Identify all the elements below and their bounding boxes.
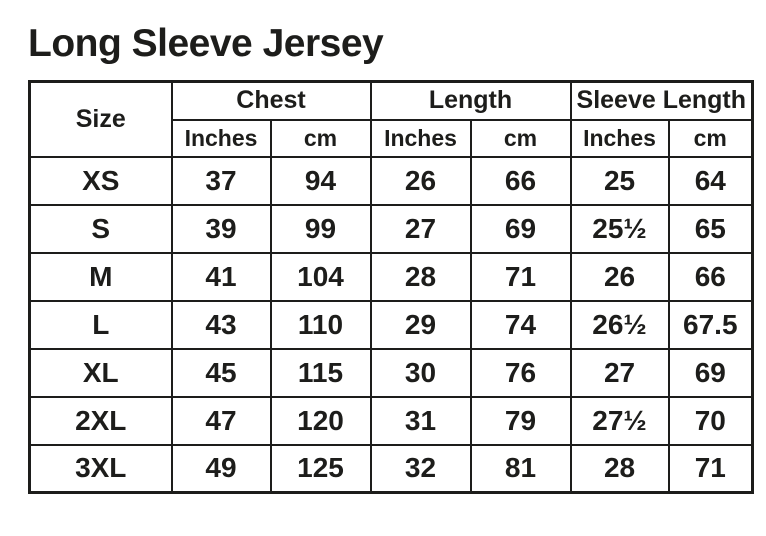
sleeve-cm-cell: 69	[667, 347, 754, 398]
unit-header-sleeve-inches: Inches	[569, 118, 670, 158]
unit-header-chest-inches: Inches	[170, 118, 272, 158]
chest-cm-cell: 110	[269, 299, 372, 350]
sleeve-inches-cell: 26½	[569, 299, 670, 350]
size-cell: XL	[28, 347, 173, 398]
length-inches-cell: 27	[369, 203, 472, 254]
length-cm-cell: 66	[469, 155, 572, 206]
size-chart-table: Size Chest Length Sleeve Length Inches c…	[28, 80, 755, 494]
chest-inches-cell: 45	[170, 347, 272, 398]
length-cm-cell: 71	[469, 251, 572, 302]
size-cell: M	[28, 251, 173, 302]
chest-inches-cell: 37	[170, 155, 272, 206]
chest-cm-cell: 125	[269, 443, 372, 494]
table-row-xs: XS 37 94 26 66 25 64	[28, 155, 754, 206]
length-inches-cell: 32	[369, 443, 472, 494]
table-row-3xl: 3XL 49 125 32 81 28 71	[28, 443, 754, 494]
sleeve-cm-cell: 70	[667, 395, 754, 446]
table-row-m: M 41 104 28 71 26 66	[28, 251, 754, 302]
table-row-xl: XL 45 115 30 76 27 69	[28, 347, 754, 398]
chest-inches-cell: 39	[170, 203, 272, 254]
sleeve-cm-cell: 67.5	[667, 299, 754, 350]
table-row-l: L 43 110 29 74 26½ 67.5	[28, 299, 754, 350]
sleeve-cm-cell: 64	[667, 155, 754, 206]
sleeve-inches-cell: 25	[569, 155, 670, 206]
length-inches-cell: 31	[369, 395, 472, 446]
unit-header-chest-cm: cm	[269, 118, 372, 158]
sleeve-cm-cell: 65	[667, 203, 754, 254]
size-cell: S	[28, 203, 173, 254]
chest-cm-cell: 104	[269, 251, 372, 302]
group-header-row: Size Chest Length Sleeve Length	[28, 80, 754, 158]
column-header-sleeve-length: Sleeve Length	[569, 80, 754, 121]
column-header-size: Size	[28, 80, 173, 158]
table-row-2xl: 2XL 47 120 31 79 27½ 70	[28, 395, 754, 446]
length-cm-cell: 81	[469, 443, 572, 494]
size-cell: L	[28, 299, 173, 350]
unit-header-row: Inches cm Inches cm Inches cm	[30, 118, 754, 158]
chest-inches-cell: 41	[170, 251, 272, 302]
page-title: Long Sleeve Jersey	[28, 22, 384, 65]
sleeve-inches-cell: 26	[569, 251, 670, 302]
length-cm-cell: 76	[469, 347, 572, 398]
chest-inches-cell: 43	[170, 299, 272, 350]
size-cell: XS	[28, 155, 173, 206]
chest-inches-cell: 47	[170, 395, 272, 446]
sleeve-cm-cell: 71	[667, 443, 754, 494]
length-cm-cell: 74	[469, 299, 572, 350]
length-cm-cell: 79	[469, 395, 572, 446]
length-inches-cell: 29	[369, 299, 472, 350]
table-row-s: S 39 99 27 69 25½ 65	[28, 203, 754, 254]
sleeve-inches-cell: 28	[569, 443, 670, 494]
size-cell: 3XL	[28, 443, 173, 494]
chest-cm-cell: 120	[269, 395, 372, 446]
sleeve-inches-cell: 25½	[569, 203, 670, 254]
column-header-chest: Chest	[170, 80, 372, 121]
sleeve-inches-cell: 27½	[569, 395, 670, 446]
unit-header-length-inches: Inches	[369, 118, 472, 158]
length-inches-cell: 26	[369, 155, 472, 206]
size-cell: 2XL	[28, 395, 173, 446]
sleeve-inches-cell: 27	[569, 347, 670, 398]
chest-cm-cell: 115	[269, 347, 372, 398]
unit-header-length-cm: cm	[469, 118, 572, 158]
sleeve-cm-cell: 66	[667, 251, 754, 302]
chest-inches-cell: 49	[170, 443, 272, 494]
chest-cm-cell: 99	[269, 203, 372, 254]
chest-cm-cell: 94	[269, 155, 372, 206]
length-inches-cell: 30	[369, 347, 472, 398]
length-inches-cell: 28	[369, 251, 472, 302]
length-cm-cell: 69	[469, 203, 572, 254]
column-header-length: Length	[369, 80, 572, 121]
unit-header-sleeve-cm: cm	[667, 118, 754, 158]
